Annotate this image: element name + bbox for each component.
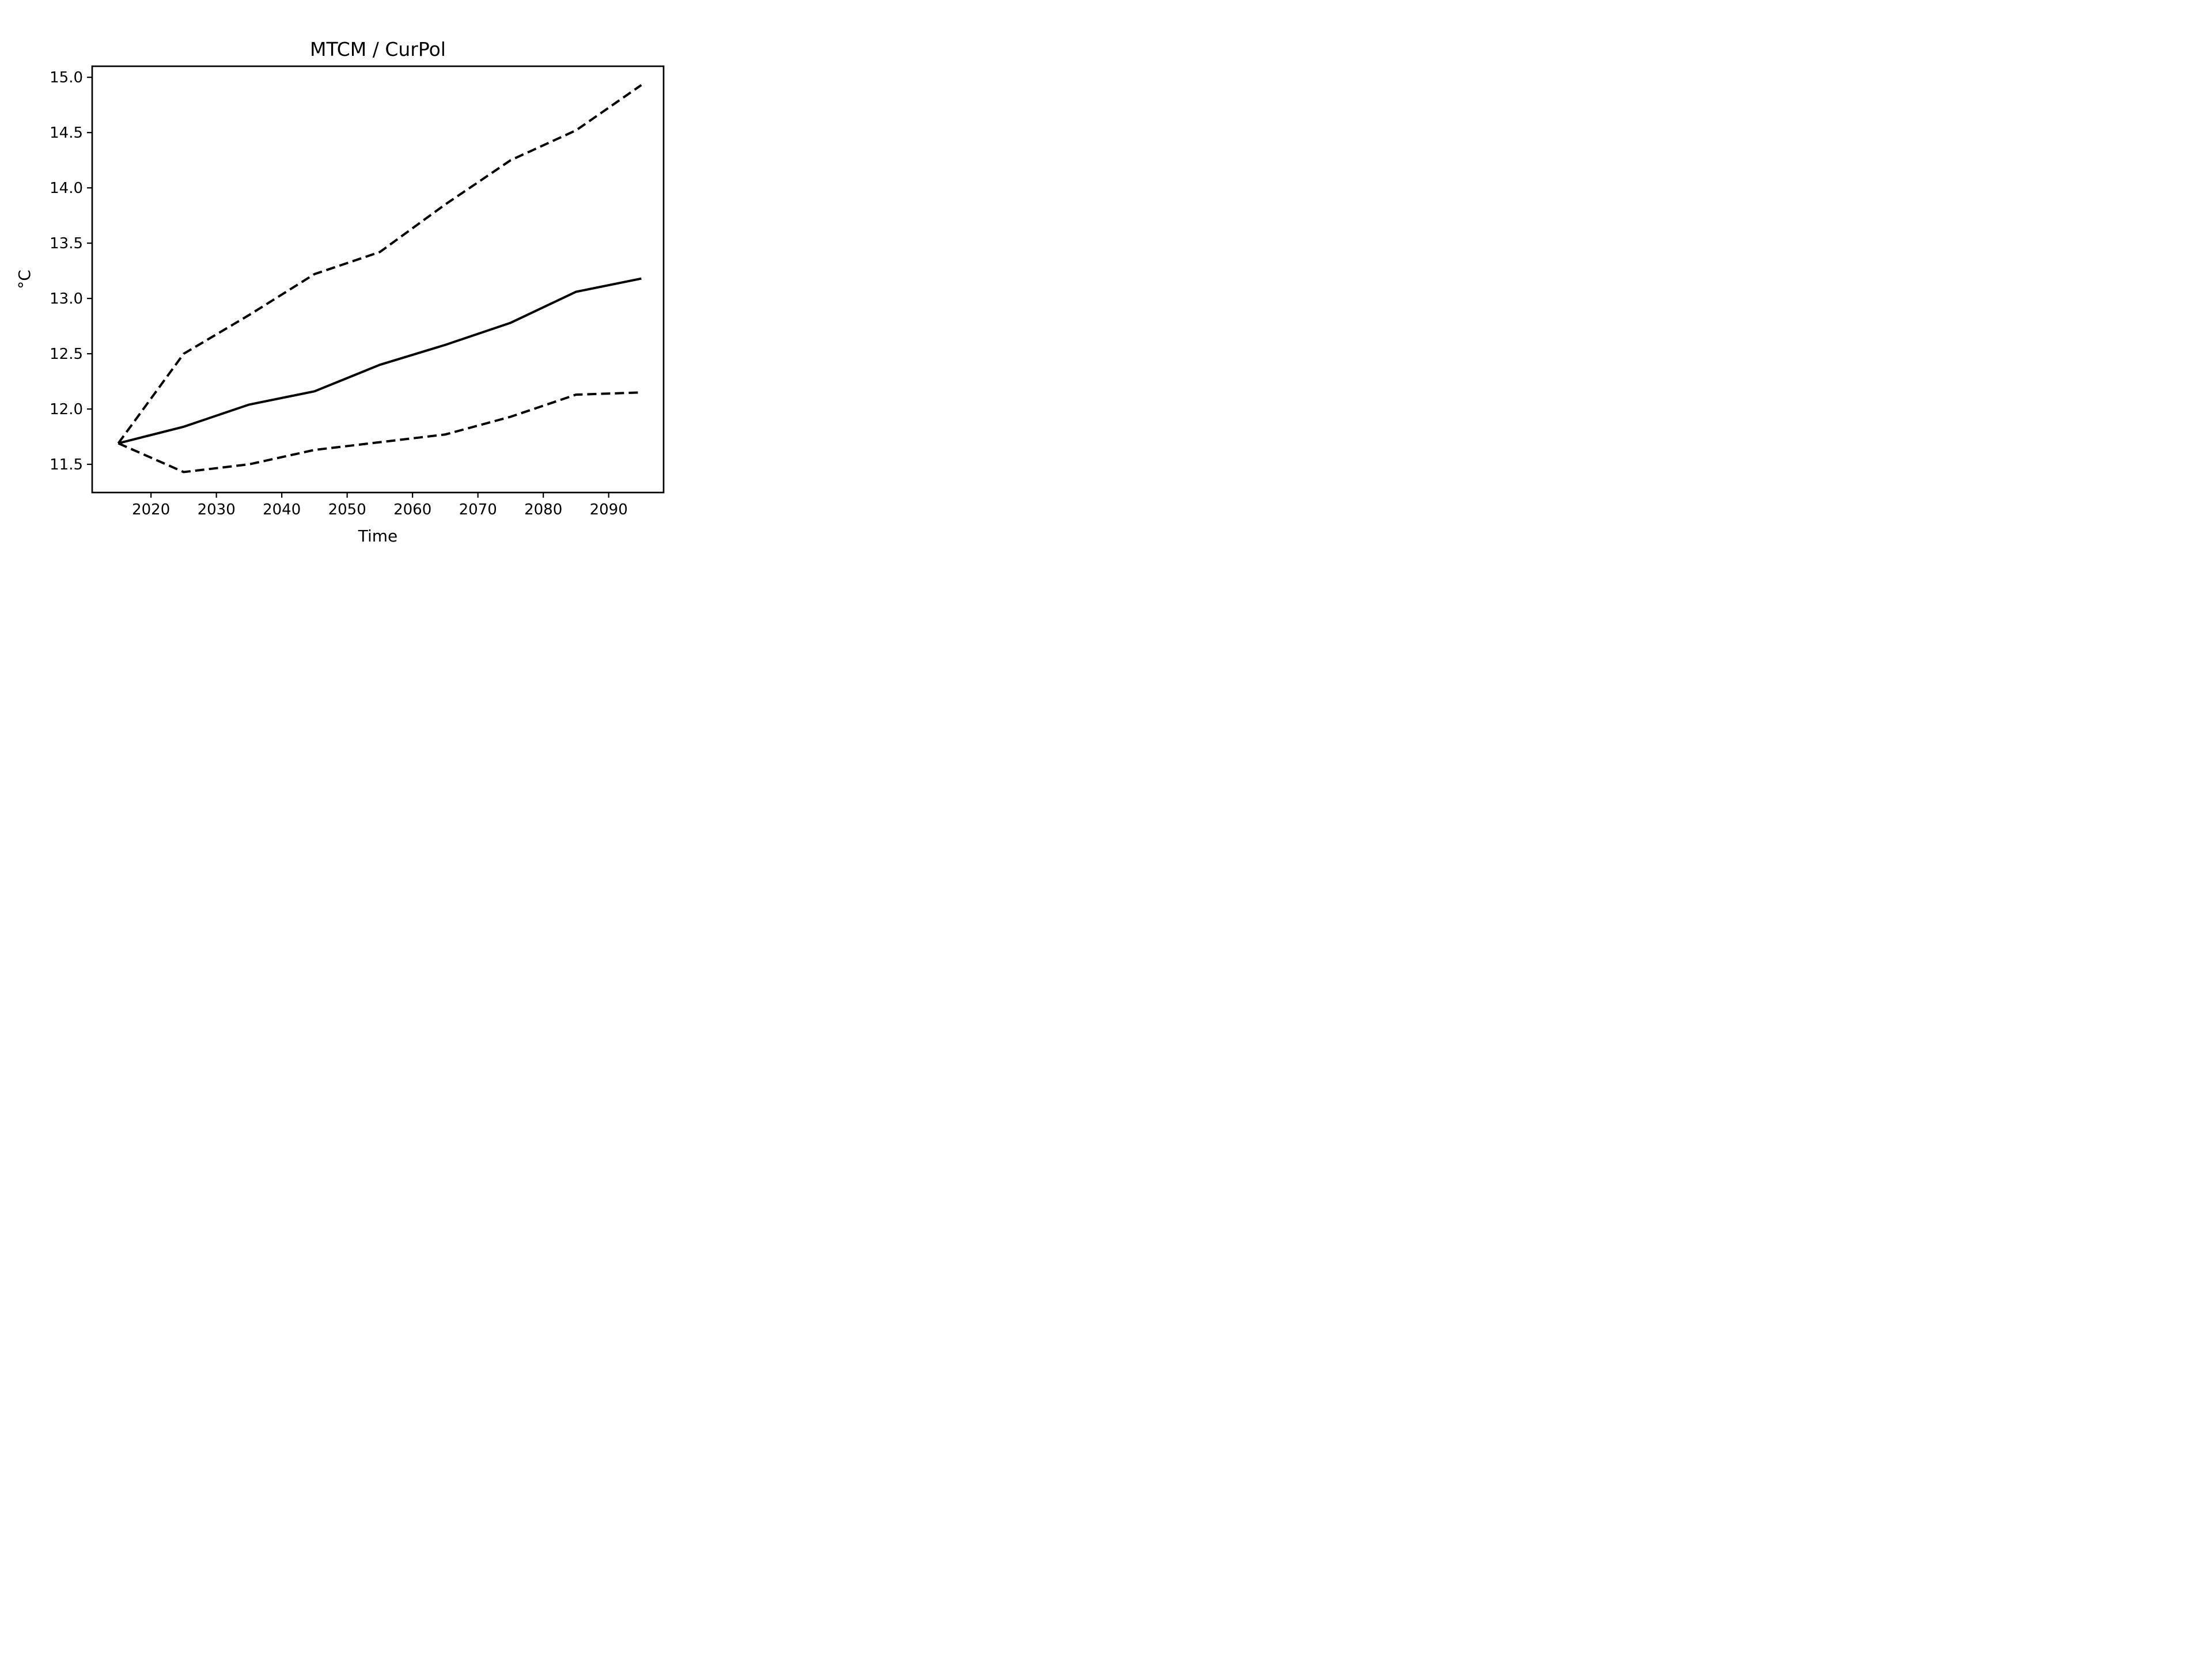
data-lines	[117, 84, 642, 474]
x-tick-label: 2090	[590, 501, 628, 518]
y-axis-label: °C	[15, 270, 34, 289]
y-tick-label: 12.5	[50, 346, 83, 363]
figure: 2020 2030 2040 2050 2060 2070 2080 2090 11.5 12.…	[0, 0, 737, 553]
y-tick-label: 11.5	[50, 456, 83, 474]
x-axis-label: Time	[358, 527, 398, 546]
series-upper-bound	[117, 84, 642, 444]
y-tick-label: 13.5	[50, 235, 83, 252]
x-tick-label: 2030	[198, 501, 236, 518]
y-tick-label: 12.0	[50, 401, 83, 418]
y-tick-label: 13.0	[50, 290, 83, 308]
x-tick-label: 2040	[263, 501, 301, 518]
x-tick-label: 2070	[459, 501, 497, 518]
y-axis-ticks: 11.5 12.0 12.5 13.0 13.5 14.0 14.5 15.0	[50, 69, 92, 474]
y-tick-label: 15.0	[50, 69, 83, 86]
series-lower-bound	[118, 391, 642, 474]
x-tick-label: 2080	[524, 501, 562, 518]
plot-border	[91, 65, 665, 494]
y-tick-label: 14.0	[50, 180, 83, 197]
y-tick-label: 14.5	[50, 124, 83, 142]
chart-title: MTCM / CurPol	[310, 38, 446, 60]
x-tick-label: 2020	[132, 501, 170, 518]
x-tick-label: 2060	[393, 501, 431, 518]
x-axis-ticks: 2020 2030 2040 2050 2060 2070 2080 2090	[132, 493, 628, 518]
line-chart: 2020 2030 2040 2050 2060 2070 2080 2090 11.5 12.…	[15, 38, 665, 546]
x-tick-label: 2050	[328, 501, 366, 518]
series-median	[118, 277, 642, 445]
